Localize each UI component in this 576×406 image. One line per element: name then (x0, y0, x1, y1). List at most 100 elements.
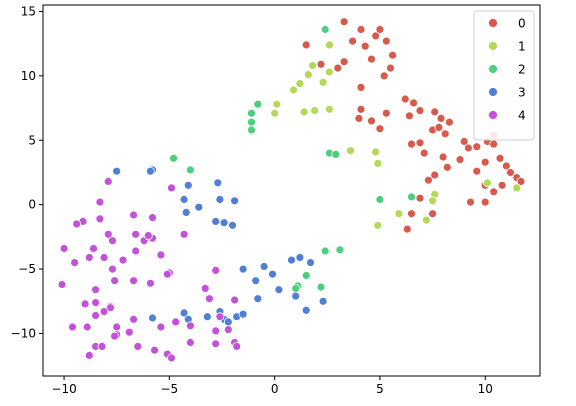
point-0 (415, 138, 425, 148)
point-0 (501, 161, 511, 171)
point-4 (103, 177, 113, 186)
point-1 (324, 67, 334, 77)
point-0 (404, 111, 414, 121)
point-4 (215, 312, 225, 322)
point-0 (367, 54, 376, 64)
x-tick-label: −10 (51, 382, 76, 396)
point-0 (381, 36, 391, 46)
point-4 (84, 253, 94, 262)
point-1 (303, 70, 313, 79)
point-0 (434, 123, 444, 132)
point-1 (394, 209, 404, 219)
point-2 (335, 245, 345, 255)
point-3 (179, 195, 189, 204)
point-4 (232, 341, 242, 351)
legend-marker-2 (488, 64, 498, 74)
point-0 (407, 139, 416, 149)
point-0 (466, 197, 475, 207)
point-0 (333, 63, 343, 73)
y-axis: −10 −5 0 5 10 15 (11, 4, 43, 340)
x-tick-label: 5 (376, 382, 384, 396)
point-3 (215, 195, 225, 204)
point-4 (95, 197, 105, 207)
point-2 (375, 195, 385, 204)
legend-marker-4 (488, 110, 498, 120)
point-0 (339, 57, 349, 67)
point-3 (238, 309, 248, 319)
point-3 (202, 312, 212, 322)
point-3 (291, 291, 301, 301)
point-3 (223, 317, 233, 327)
point-3 (268, 269, 277, 279)
point-1 (371, 147, 381, 157)
point-3 (213, 178, 223, 188)
point-1 (308, 61, 318, 70)
point-0 (356, 83, 366, 92)
point-2 (247, 117, 256, 127)
point-2 (407, 192, 416, 202)
point-3 (228, 220, 237, 230)
point-3 (274, 285, 284, 295)
point-4 (204, 294, 214, 304)
point-0 (409, 98, 419, 108)
legend-label-3: 3 (518, 86, 526, 100)
point-0 (356, 104, 366, 114)
point-1 (310, 106, 320, 115)
point-2 (253, 99, 263, 109)
point-0 (386, 63, 395, 73)
point-0 (444, 117, 454, 127)
point-4 (57, 280, 67, 289)
point-2 (301, 271, 311, 280)
point-2 (331, 149, 341, 159)
point-2 (320, 246, 330, 256)
y-tick-label: −10 (11, 326, 36, 340)
point-3 (112, 166, 122, 176)
point-2 (185, 165, 195, 175)
point-4 (223, 325, 233, 335)
point-4 (185, 338, 195, 347)
point-0 (472, 142, 482, 152)
point-0 (419, 148, 429, 158)
point-4 (97, 341, 107, 351)
y-tick-label: 5 (28, 133, 36, 147)
point-0 (455, 155, 465, 165)
x-tick-label: −5 (161, 382, 179, 396)
point-4 (211, 339, 221, 349)
point-3 (259, 262, 269, 271)
point-3 (287, 255, 296, 265)
plot-frame (42, 4, 541, 377)
point-2 (316, 282, 326, 292)
point-1 (318, 77, 328, 87)
point-0 (438, 152, 448, 162)
point-0 (360, 41, 370, 51)
point-4 (133, 341, 143, 351)
point-4 (80, 299, 90, 309)
point-3 (145, 166, 155, 176)
point-3 (211, 216, 221, 226)
point-0 (379, 71, 389, 81)
point-1 (270, 108, 280, 118)
point-3 (301, 305, 311, 315)
point-0 (436, 114, 446, 123)
point-0 (316, 59, 326, 69)
point-0 (480, 157, 490, 167)
point-4 (70, 258, 79, 268)
point-4 (84, 350, 94, 360)
point-3 (230, 196, 240, 206)
point-4 (112, 322, 122, 332)
point-4 (91, 311, 100, 320)
point-0 (415, 193, 425, 203)
point-4 (99, 253, 109, 262)
point-1 (428, 196, 438, 206)
point-4 (118, 255, 128, 265)
y-tick-label: −5 (18, 262, 36, 276)
point-0 (495, 153, 505, 163)
point-1 (324, 104, 334, 114)
point-1 (512, 183, 522, 193)
point-4 (211, 265, 221, 275)
point-0 (381, 108, 391, 118)
point-0 (489, 139, 499, 149)
x-tick-label: 0 (271, 382, 279, 396)
point-4 (91, 285, 100, 295)
